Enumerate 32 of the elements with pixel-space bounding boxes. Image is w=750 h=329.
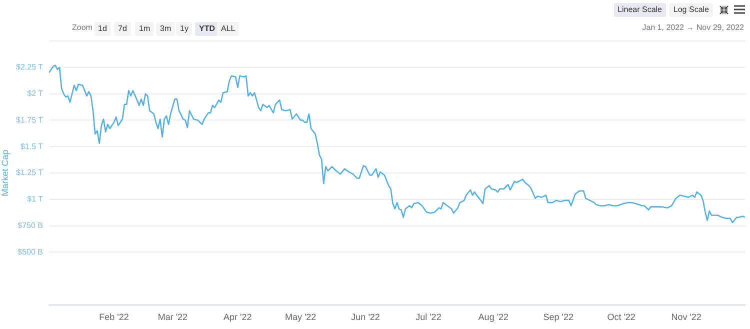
text: YTD xyxy=(195,22,219,36)
y-tick-label: $500 B xyxy=(18,247,43,256)
x-tick-label: Sep '22 xyxy=(543,312,574,322)
text: 1y xyxy=(176,22,192,36)
x-tick-label: Mar '22 xyxy=(158,312,188,322)
y-tick-label: $2.25 T xyxy=(16,62,44,72)
text: 1d xyxy=(94,22,111,36)
x-tick-label: Jul '22 xyxy=(416,312,442,322)
y-tick-label: $1.75 T xyxy=(16,115,44,124)
y-tick-label: $1.25 T xyxy=(16,168,44,178)
x-tick-label: Apr '22 xyxy=(224,312,252,322)
text: → xyxy=(686,23,694,33)
text: Linear Scale xyxy=(614,3,666,17)
x-tick-label: Jun '22 xyxy=(351,312,380,322)
text: 3m xyxy=(156,22,176,36)
text: Zoom xyxy=(72,23,92,33)
x-tick-label: Oct '22 xyxy=(607,312,636,322)
x-tick-label: Nov '22 xyxy=(671,312,702,322)
x-tick-label: Feb '22 xyxy=(99,312,129,322)
y-tick-label: $750 B xyxy=(18,221,43,230)
text: Nov 29, 2022 xyxy=(696,23,744,33)
y-axis-title: Market Cap xyxy=(0,150,10,196)
x-tick-label: May '22 xyxy=(284,312,316,322)
text: 1m xyxy=(135,22,154,36)
y-tick-label: $1.5 T xyxy=(20,142,44,151)
x-tick-label: Aug '22 xyxy=(478,312,509,322)
text: ALL xyxy=(217,22,240,36)
text: Jan 1, 2022 xyxy=(642,23,684,33)
text: Log Scale xyxy=(669,3,713,17)
text: 7d xyxy=(114,22,131,36)
y-tick-label: $2 T xyxy=(27,89,44,98)
y-tick-label: $1 T xyxy=(27,194,44,204)
